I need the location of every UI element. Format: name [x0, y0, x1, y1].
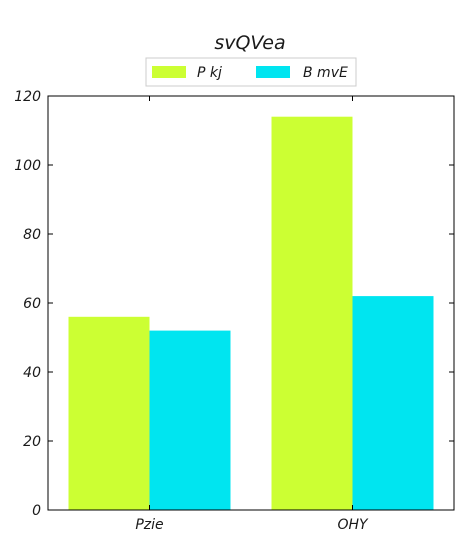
legend: P kj B mvE	[145, 57, 357, 87]
y-tick-label-120: 120	[14, 89, 41, 105]
y-axis: 0 20 40 60 80 100 120	[14, 89, 454, 519]
bar-p-kj-pzie	[68, 316, 150, 510]
y-tick-label-0: 0	[32, 503, 41, 519]
y-tick-label-60: 60	[23, 296, 41, 312]
x-tick-label-pzie: Pzie	[135, 517, 163, 533]
bar-p-kj-ohy	[271, 116, 353, 510]
y-tick-label-80: 80	[23, 227, 41, 243]
legend-swatch-b-mve	[256, 66, 290, 78]
chart-title: svQVea	[214, 32, 285, 54]
bar-b-mve-ohy	[352, 296, 434, 510]
x-tick-label-ohy: OHY	[337, 517, 369, 533]
bar-b-mve-pzie	[149, 330, 231, 510]
y-tick-label-40: 40	[23, 365, 41, 381]
legend-label-b-mve: B mvE	[303, 65, 348, 81]
y-tick-label-100: 100	[14, 158, 41, 174]
legend-swatch-p-kj	[152, 66, 186, 78]
bars-group	[68, 116, 434, 510]
plot-frame	[47, 95, 455, 511]
legend-label-p-kj: P kj	[197, 65, 222, 81]
x-axis: Pzie OHY	[135, 96, 369, 533]
y-tick-label-20: 20	[23, 434, 41, 450]
